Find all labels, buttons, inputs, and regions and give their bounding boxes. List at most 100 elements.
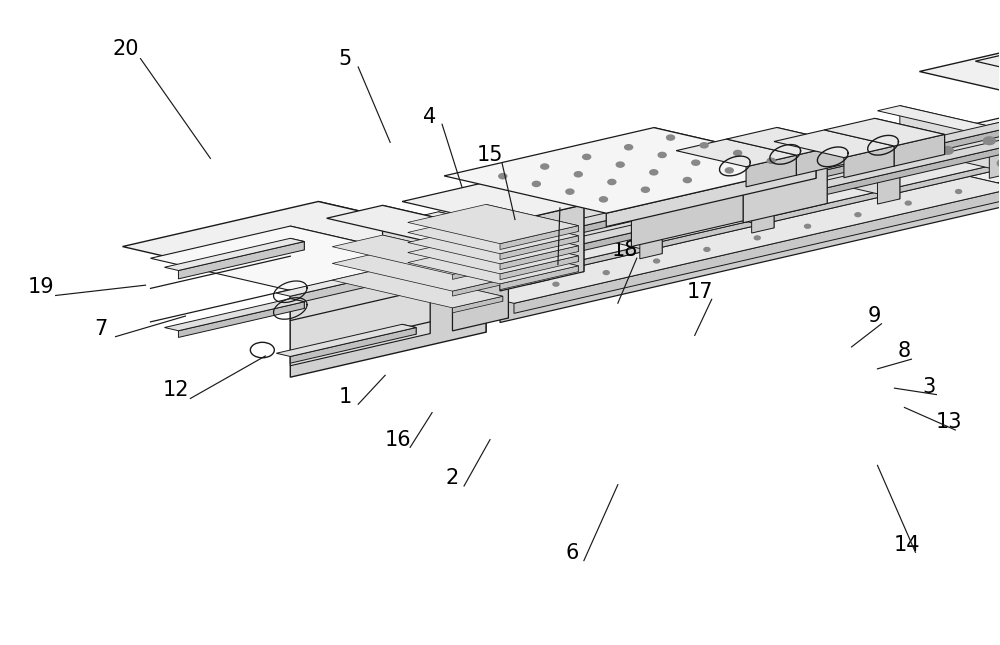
Circle shape (905, 201, 911, 205)
Circle shape (566, 189, 574, 194)
Polygon shape (444, 115, 1000, 254)
Text: 10: 10 (535, 190, 561, 210)
Polygon shape (900, 106, 1000, 173)
Polygon shape (824, 118, 945, 146)
Circle shape (658, 152, 666, 157)
Polygon shape (408, 224, 578, 264)
Polygon shape (290, 258, 430, 366)
Text: 6: 6 (565, 543, 579, 563)
Circle shape (956, 190, 962, 194)
Text: 13: 13 (936, 412, 963, 432)
Polygon shape (662, 161, 774, 228)
Polygon shape (408, 204, 578, 244)
Polygon shape (383, 252, 503, 284)
Polygon shape (452, 234, 508, 331)
Polygon shape (408, 244, 578, 284)
Polygon shape (402, 264, 416, 275)
Circle shape (553, 283, 559, 286)
Polygon shape (276, 264, 416, 296)
Polygon shape (975, 42, 1000, 84)
Polygon shape (500, 135, 1000, 284)
Polygon shape (796, 144, 847, 175)
Polygon shape (483, 124, 1000, 263)
Polygon shape (416, 212, 550, 243)
Polygon shape (919, 46, 1000, 110)
Polygon shape (788, 132, 900, 199)
Circle shape (583, 154, 591, 159)
Circle shape (704, 248, 710, 252)
Polygon shape (164, 299, 304, 331)
Circle shape (654, 259, 660, 263)
Polygon shape (617, 155, 743, 221)
Polygon shape (989, 132, 1000, 178)
Text: 1: 1 (339, 386, 352, 406)
Polygon shape (774, 130, 894, 157)
Polygon shape (290, 299, 304, 308)
Circle shape (941, 146, 953, 154)
Circle shape (625, 144, 633, 150)
Polygon shape (877, 157, 900, 204)
Polygon shape (528, 186, 662, 217)
Polygon shape (500, 266, 578, 290)
Polygon shape (360, 111, 1000, 297)
Polygon shape (752, 186, 774, 233)
Circle shape (532, 181, 540, 186)
Circle shape (616, 162, 624, 167)
Polygon shape (486, 235, 578, 262)
Polygon shape (894, 134, 945, 166)
Polygon shape (332, 235, 503, 274)
Polygon shape (726, 128, 847, 155)
Polygon shape (486, 244, 578, 272)
Polygon shape (383, 235, 503, 268)
Circle shape (754, 236, 760, 240)
Circle shape (608, 179, 616, 184)
Polygon shape (726, 139, 796, 175)
Polygon shape (640, 212, 662, 259)
Polygon shape (500, 235, 578, 259)
Polygon shape (290, 226, 430, 333)
Polygon shape (150, 226, 430, 290)
Polygon shape (318, 201, 486, 332)
Polygon shape (676, 139, 796, 167)
Circle shape (603, 271, 609, 275)
Polygon shape (486, 224, 578, 252)
Text: 18: 18 (612, 241, 638, 261)
Circle shape (667, 135, 675, 140)
Polygon shape (877, 106, 1000, 137)
Polygon shape (550, 186, 662, 253)
Polygon shape (408, 214, 578, 253)
Circle shape (700, 143, 708, 148)
Circle shape (805, 224, 811, 228)
Text: 19: 19 (27, 277, 54, 297)
Polygon shape (327, 205, 508, 247)
Circle shape (641, 187, 649, 192)
Text: 8: 8 (898, 341, 911, 361)
Polygon shape (276, 324, 416, 357)
Polygon shape (654, 128, 816, 178)
Polygon shape (824, 130, 894, 166)
Polygon shape (402, 324, 416, 334)
Polygon shape (452, 279, 503, 296)
Polygon shape (383, 268, 503, 301)
Polygon shape (500, 128, 1000, 270)
Polygon shape (430, 121, 1000, 275)
Text: 7: 7 (94, 319, 107, 339)
Polygon shape (777, 128, 847, 164)
Circle shape (683, 177, 691, 183)
Text: 9: 9 (868, 306, 881, 326)
Polygon shape (383, 205, 508, 318)
Polygon shape (528, 237, 550, 284)
Circle shape (541, 164, 549, 169)
Polygon shape (458, 175, 1000, 303)
Polygon shape (500, 226, 578, 250)
Text: 15: 15 (477, 145, 503, 165)
Polygon shape (606, 165, 816, 226)
Text: 14: 14 (894, 535, 921, 555)
Polygon shape (486, 204, 578, 232)
Polygon shape (746, 155, 796, 187)
Polygon shape (631, 184, 743, 246)
Polygon shape (290, 240, 486, 377)
Text: 4: 4 (423, 106, 437, 126)
Polygon shape (461, 119, 1000, 261)
Circle shape (574, 172, 582, 177)
